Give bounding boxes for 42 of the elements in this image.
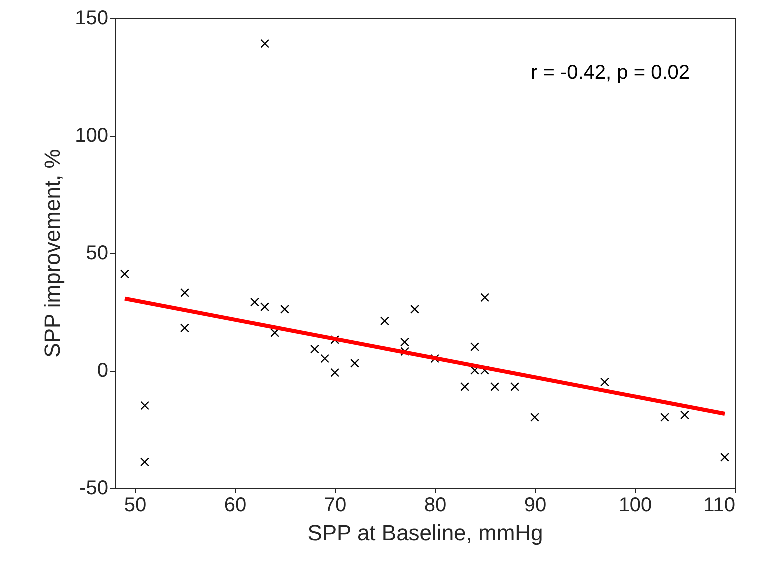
point bbox=[480, 293, 490, 302]
x-tick-label: 100 bbox=[618, 494, 652, 516]
x-tick-label: 50 bbox=[124, 494, 147, 516]
point bbox=[660, 413, 670, 422]
point bbox=[470, 366, 480, 375]
point bbox=[680, 410, 690, 420]
point bbox=[410, 304, 420, 314]
x-tick-label: 70 bbox=[324, 494, 347, 516]
point bbox=[180, 324, 190, 333]
y-tick-label: 100 bbox=[75, 125, 108, 147]
point bbox=[350, 358, 360, 368]
x-tick-label: 60 bbox=[224, 494, 247, 516]
point bbox=[180, 288, 190, 298]
point bbox=[330, 368, 340, 378]
annotation: r = -0.42, p = 0.02 bbox=[531, 62, 690, 84]
point bbox=[510, 382, 520, 392]
point bbox=[530, 413, 540, 422]
y-tick-label: -50 bbox=[80, 478, 108, 500]
point bbox=[270, 328, 280, 338]
point bbox=[120, 270, 130, 279]
point bbox=[260, 39, 270, 48]
x-tick-label: 110 bbox=[704, 494, 736, 516]
y-tick-label: 0 bbox=[97, 360, 108, 382]
point bbox=[720, 452, 730, 462]
point bbox=[380, 316, 390, 326]
point bbox=[470, 342, 480, 352]
point bbox=[140, 401, 150, 410]
point bbox=[260, 302, 270, 312]
point bbox=[280, 304, 290, 314]
y-tick-label: 50 bbox=[86, 242, 108, 264]
point bbox=[320, 354, 330, 364]
point bbox=[250, 298, 260, 307]
y-axis-title: SPP improvement, % bbox=[40, 149, 66, 358]
point bbox=[600, 378, 610, 387]
x-tick-label: 90 bbox=[524, 494, 547, 516]
x-axis-title: SPP at Baseline, mmHg bbox=[308, 520, 544, 546]
y-tick-label: 150 bbox=[75, 8, 108, 30]
point bbox=[140, 458, 150, 467]
point bbox=[460, 382, 470, 392]
point bbox=[490, 382, 500, 392]
x-tick-label: 80 bbox=[424, 494, 447, 516]
point bbox=[310, 344, 320, 354]
